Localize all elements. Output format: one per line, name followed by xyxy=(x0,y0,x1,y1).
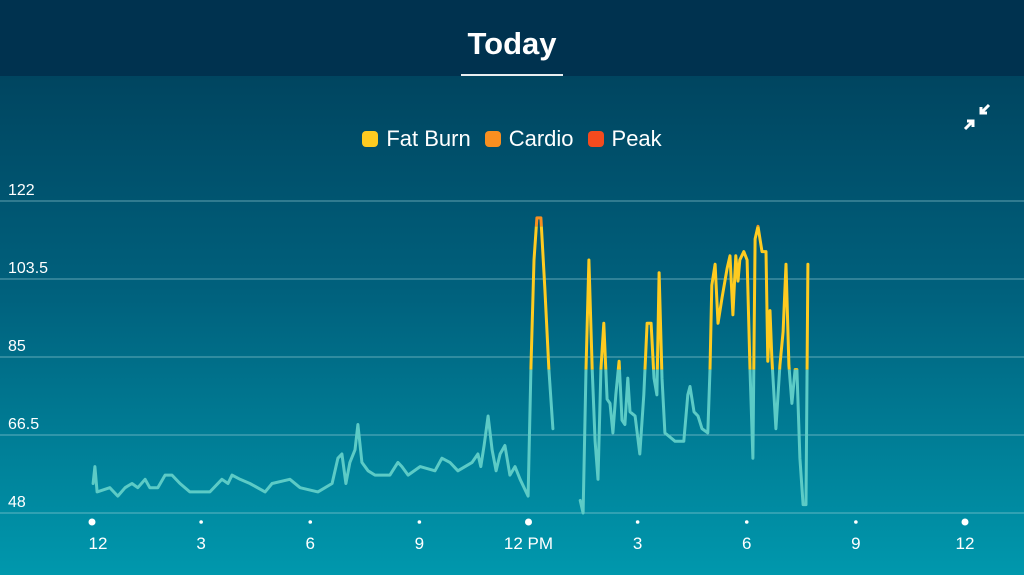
y-tick-label: 48 xyxy=(8,494,26,511)
x-tick-label: 12 xyxy=(956,534,975,553)
y-tick-label: 122 xyxy=(8,182,35,199)
x-tick-label: 6 xyxy=(742,534,751,553)
legend-item-cardio: Cardio xyxy=(484,126,574,152)
legend-swatch xyxy=(587,131,604,147)
x-tick-mark xyxy=(417,520,422,524)
x-tick-mark xyxy=(308,520,313,524)
x-tick-mark xyxy=(88,518,96,526)
legend-item-peak: Peak xyxy=(587,126,662,152)
heart-rate-line-fat-burn xyxy=(529,226,810,370)
y-tick-label: 103.5 xyxy=(8,260,48,277)
collapse-arrows-icon[interactable] xyxy=(962,102,992,132)
legend-label: Fat Burn xyxy=(386,126,471,151)
x-tick-mark xyxy=(525,518,532,526)
x-tick-label: 12 PM xyxy=(504,534,553,553)
x-tick-mark xyxy=(854,520,858,524)
header-bar xyxy=(0,0,1024,76)
y-tick-label: 85 xyxy=(8,338,26,355)
tab-active-indicator xyxy=(461,74,563,76)
tab-today[interactable]: Today xyxy=(467,26,557,61)
legend-label: Peak xyxy=(611,126,662,151)
chart-legend: Fat Burn Cardio Peak xyxy=(0,126,1024,152)
x-tick-label: 9 xyxy=(415,534,424,553)
heart-rate-line-cardio xyxy=(534,216,760,227)
x-tick-label: 3 xyxy=(633,534,642,553)
x-tick-mark xyxy=(635,520,640,524)
x-tick-label: 12 xyxy=(89,534,108,553)
x-tick-label: 6 xyxy=(306,534,315,553)
x-tick-label: 3 xyxy=(196,534,205,553)
legend-swatch xyxy=(362,131,379,147)
x-tick-label: 9 xyxy=(851,534,860,553)
x-tick-mark xyxy=(199,520,203,524)
x-tick-mark xyxy=(744,520,749,524)
x-tick-mark xyxy=(961,518,969,526)
legend-swatch xyxy=(484,131,501,147)
legend-label: Cardio xyxy=(508,126,574,151)
heart-rate-line-base xyxy=(91,369,809,515)
y-tick-label: 66.5 xyxy=(8,416,39,433)
legend-item-fat-burn: Fat Burn xyxy=(362,126,471,152)
